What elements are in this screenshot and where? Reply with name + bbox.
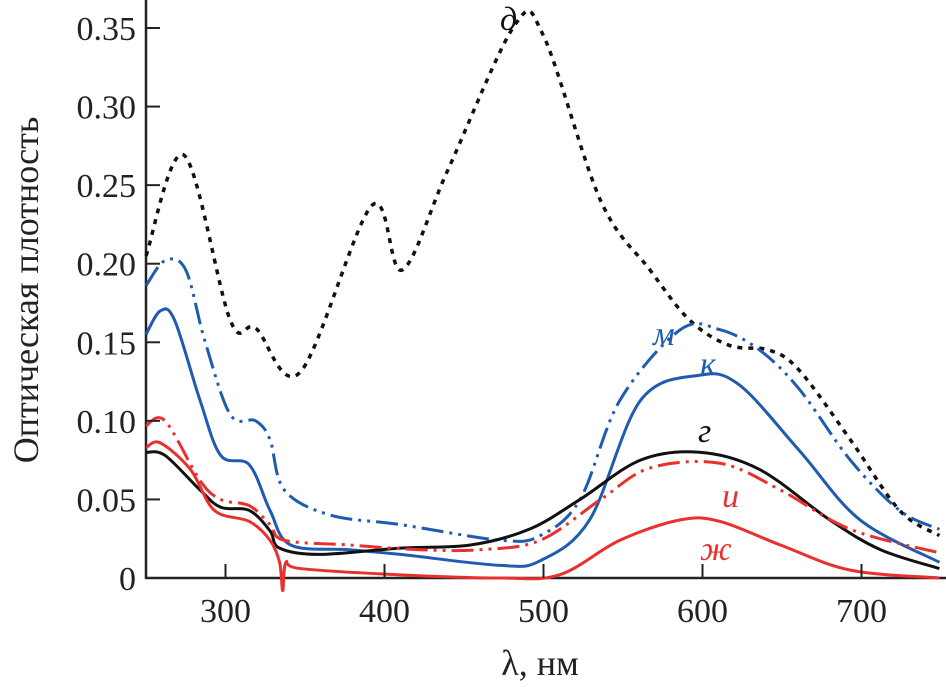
y-tick-label: 0.25	[77, 168, 137, 205]
x-axis: 300 400 500 600 700	[200, 564, 887, 630]
plot-area	[144, 0, 946, 593]
series-line-ж	[145, 440, 940, 593]
axis-lines	[144, 0, 946, 580]
x-tick-label: 400	[359, 593, 410, 630]
y-tick-label: 0.10	[77, 404, 137, 441]
series-line-и	[145, 416, 940, 555]
series-label: м	[652, 316, 675, 353]
x-tick-label: 700	[836, 593, 887, 630]
series-label: к	[700, 346, 717, 383]
y-tick-label: 0.35	[77, 11, 137, 48]
series-label: ж	[700, 531, 732, 568]
y-tick-label: 0.15	[77, 325, 137, 362]
series-line-к	[144, 307, 941, 568]
y-tick-label: 0	[119, 561, 136, 598]
series-line-г	[145, 450, 940, 570]
y-tick-label: 0.30	[77, 90, 137, 127]
series-label: и	[722, 478, 739, 515]
series-line-д	[144, 8, 941, 538]
series-label: г	[698, 413, 711, 450]
x-axis-label: λ, нм	[501, 643, 579, 683]
y-tick-label: 0.05	[77, 482, 137, 519]
x-tick-label: 500	[518, 593, 569, 630]
x-tick-label: 300	[200, 593, 251, 630]
y-axis: 0 0.05 0.10 0.15 0.20 0.25 0.30 0.35	[77, 11, 160, 598]
x-tick-label: 600	[677, 593, 728, 630]
y-axis-label: Оптическая плотность	[6, 117, 46, 463]
series-label: д	[500, 1, 517, 38]
y-tick-label: 0.20	[77, 247, 137, 284]
